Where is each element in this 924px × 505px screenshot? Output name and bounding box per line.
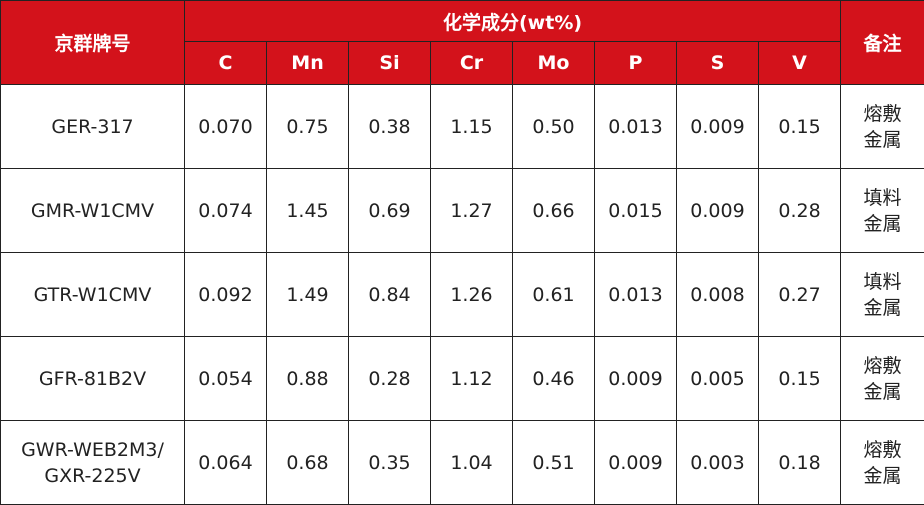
remark-line: 金属 (841, 463, 924, 489)
value-cell-mo: 0.50 (513, 85, 595, 169)
value-cell-si: 0.28 (349, 337, 431, 421)
remark-header: 备注 (841, 1, 924, 85)
value-cell-c: 0.070 (185, 85, 267, 169)
value-cell-s: 0.009 (677, 169, 759, 253)
grade-line: GXR-225V (1, 463, 184, 489)
grade-line: GMR-W1CMV (1, 198, 184, 224)
grade-line: GWR-WEB2M3/ (1, 437, 184, 463)
element-header-cr: Cr (431, 42, 513, 85)
value-cell-s: 0.009 (677, 85, 759, 169)
value-cell-s: 0.003 (677, 421, 759, 505)
element-header-v: V (759, 42, 841, 85)
remark-cell: 熔敷金属 (841, 421, 924, 505)
grade-cell: GTR-W1CMV (1, 253, 185, 337)
grade-cell: GMR-W1CMV (1, 169, 185, 253)
remark-cell: 填料金属 (841, 169, 924, 253)
remark-line: 填料 (841, 185, 924, 211)
grade-line: GFR-81B2V (1, 366, 184, 392)
table-row: GTR-W1CMV 0.092 1.49 0.84 1.26 0.61 0.01… (1, 253, 924, 337)
remark-cell: 熔敷金属 (841, 337, 924, 421)
remark-cell: 熔敷金属 (841, 85, 924, 169)
value-cell-mn: 0.68 (267, 421, 349, 505)
value-cell-cr: 1.26 (431, 253, 513, 337)
remark-line: 填料 (841, 269, 924, 295)
grade-cell: GER-317 (1, 85, 185, 169)
value-cell-mn: 0.88 (267, 337, 349, 421)
value-cell-c: 0.074 (185, 169, 267, 253)
value-cell-si: 0.84 (349, 253, 431, 337)
value-cell-v: 0.27 (759, 253, 841, 337)
value-cell-s: 0.005 (677, 337, 759, 421)
value-cell-mo: 0.46 (513, 337, 595, 421)
value-cell-mn: 1.45 (267, 169, 349, 253)
remark-line: 熔敷 (841, 437, 924, 463)
value-cell-mo: 0.51 (513, 421, 595, 505)
remark-line: 金属 (841, 211, 924, 237)
value-cell-c: 0.064 (185, 421, 267, 505)
grade-line: GTR-W1CMV (1, 282, 184, 308)
remark-line: 金属 (841, 295, 924, 321)
value-cell-mn: 1.49 (267, 253, 349, 337)
table-header: 京群牌号 化学成分(wt%) 备注 C Mn Si Cr Mo P S V (1, 1, 924, 85)
element-header-s: S (677, 42, 759, 85)
grade-line: GER-317 (1, 114, 184, 140)
element-header-mo: Mo (513, 42, 595, 85)
element-header-si: Si (349, 42, 431, 85)
value-cell-c: 0.054 (185, 337, 267, 421)
value-cell-si: 0.38 (349, 85, 431, 169)
table-body: GER-317 0.070 0.75 0.38 1.15 0.50 0.013 … (1, 85, 924, 505)
grade-cell: GWR-WEB2M3/GXR-225V (1, 421, 185, 505)
value-cell-v: 0.28 (759, 169, 841, 253)
value-cell-c: 0.092 (185, 253, 267, 337)
table-row: GMR-W1CMV 0.074 1.45 0.69 1.27 0.66 0.01… (1, 169, 924, 253)
composition-header: 化学成分(wt%) (185, 1, 841, 42)
value-cell-cr: 1.15 (431, 85, 513, 169)
value-cell-p: 0.013 (595, 253, 677, 337)
value-cell-p: 0.013 (595, 85, 677, 169)
remark-line: 金属 (841, 379, 924, 405)
value-cell-v: 0.18 (759, 421, 841, 505)
element-header-c: C (185, 42, 267, 85)
value-cell-mn: 0.75 (267, 85, 349, 169)
value-cell-v: 0.15 (759, 337, 841, 421)
value-cell-cr: 1.04 (431, 421, 513, 505)
value-cell-cr: 1.12 (431, 337, 513, 421)
value-cell-si: 0.35 (349, 421, 431, 505)
value-cell-p: 0.015 (595, 169, 677, 253)
value-cell-p: 0.009 (595, 337, 677, 421)
remark-line: 熔敷 (841, 101, 924, 127)
value-cell-mo: 0.61 (513, 253, 595, 337)
value-cell-cr: 1.27 (431, 169, 513, 253)
table-row: GER-317 0.070 0.75 0.38 1.15 0.50 0.013 … (1, 85, 924, 169)
element-header-mn: Mn (267, 42, 349, 85)
remark-cell: 填料金属 (841, 253, 924, 337)
remark-line: 熔敷 (841, 353, 924, 379)
value-cell-p: 0.009 (595, 421, 677, 505)
table-row: GWR-WEB2M3/GXR-225V 0.064 0.68 0.35 1.04… (1, 421, 924, 505)
value-cell-si: 0.69 (349, 169, 431, 253)
header-row-top: 京群牌号 化学成分(wt%) 备注 (1, 1, 924, 42)
remark-line: 金属 (841, 127, 924, 153)
element-header-p: P (595, 42, 677, 85)
grade-cell: GFR-81B2V (1, 337, 185, 421)
value-cell-v: 0.15 (759, 85, 841, 169)
value-cell-mo: 0.66 (513, 169, 595, 253)
value-cell-s: 0.008 (677, 253, 759, 337)
grade-header: 京群牌号 (1, 1, 185, 85)
table-row: GFR-81B2V 0.054 0.88 0.28 1.12 0.46 0.00… (1, 337, 924, 421)
